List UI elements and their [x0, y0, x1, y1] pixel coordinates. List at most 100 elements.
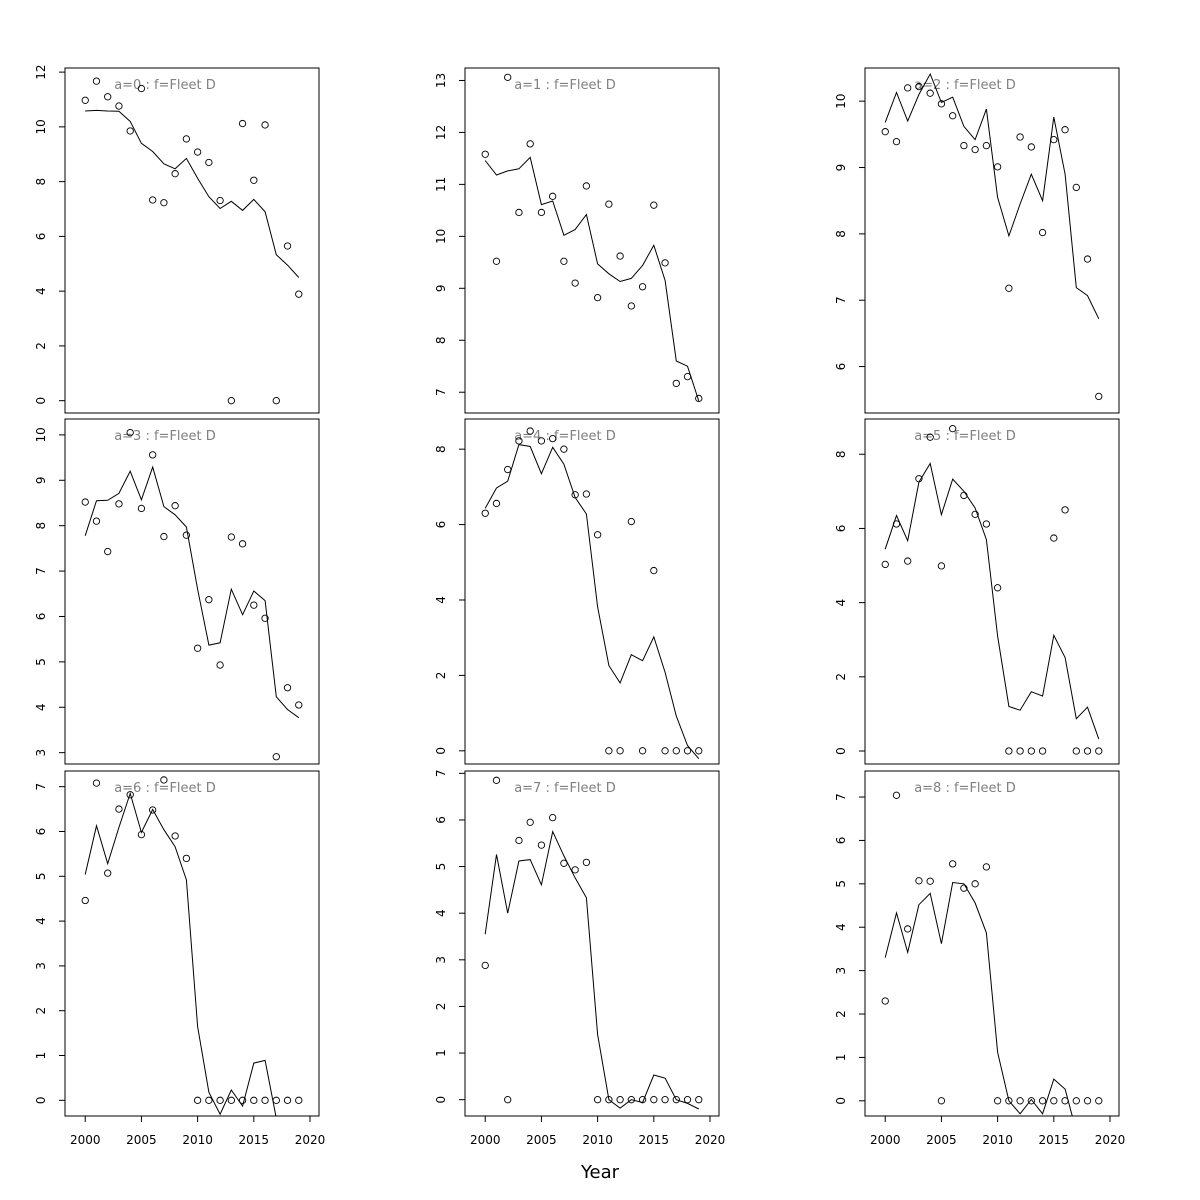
panel-marks	[884, 462, 1100, 740]
y-tick-label: 1	[834, 1054, 848, 1062]
observed-point	[1095, 747, 1103, 755]
panel-frame	[864, 770, 1120, 1117]
observed-point	[115, 500, 123, 508]
panel-marks	[884, 881, 1073, 1116]
panel-frame	[464, 770, 720, 1117]
observed-point	[537, 437, 546, 445]
y-tick-label: 12	[34, 64, 48, 79]
observed-point	[1072, 183, 1080, 192]
observed-point	[193, 1096, 202, 1104]
observed-point	[892, 137, 901, 146]
observed-point	[160, 776, 168, 784]
observed-point	[205, 158, 213, 167]
y-tick-label: 7	[34, 783, 48, 791]
y-tick-label: 4	[34, 917, 48, 925]
observed-point	[582, 182, 591, 190]
x-tick-label: 2020	[295, 1133, 326, 1147]
observed-point	[137, 84, 146, 93]
observed-point	[137, 504, 146, 513]
y-tick-label: 4	[434, 909, 448, 917]
observed-point	[1095, 392, 1103, 401]
observed-point	[537, 208, 546, 217]
observed-point	[1083, 1097, 1092, 1105]
y-tick-label: 3	[34, 749, 48, 757]
observed-point	[1016, 133, 1024, 141]
observed-point	[982, 520, 991, 528]
observed-point	[92, 77, 101, 85]
y-tick-label: 2	[34, 342, 48, 350]
observed-point	[526, 427, 534, 435]
y-tick-label: 2	[834, 673, 848, 681]
observed-point	[193, 644, 202, 652]
observed-point	[104, 93, 112, 101]
y-tick-label: 6	[34, 828, 48, 836]
observed-point	[915, 877, 923, 885]
y-tick-label: 6	[434, 816, 448, 824]
observed-point	[695, 747, 703, 755]
observed-point	[904, 84, 912, 92]
observed-point	[650, 1096, 658, 1104]
observed-point	[504, 465, 512, 474]
observed-point	[137, 830, 146, 839]
observed-point	[672, 747, 680, 755]
observed-point	[238, 119, 247, 128]
y-tick-label: 0	[434, 1096, 448, 1104]
observed-point	[926, 877, 934, 885]
observed-point	[638, 747, 647, 755]
observed-point	[1072, 747, 1080, 755]
observed-point	[216, 196, 224, 205]
y-tick-label: 10	[34, 427, 48, 442]
y-tick-label: 11	[434, 177, 448, 192]
observed-point	[593, 531, 602, 539]
y-tick-label: 2	[434, 1003, 448, 1011]
observed-point	[881, 997, 889, 1005]
observed-point	[238, 540, 247, 548]
fitted-line	[484, 830, 700, 1110]
observed-point	[1016, 1097, 1024, 1105]
observed-point	[937, 1097, 946, 1105]
y-tick-label: 10	[834, 94, 848, 109]
y-tick-label: 8	[834, 230, 848, 238]
y-tick-label: 7	[834, 793, 848, 801]
observed-point	[672, 1096, 680, 1104]
observed-point	[526, 818, 534, 826]
y-tick-label: 0	[434, 747, 448, 755]
observed-point	[549, 192, 557, 200]
x-tick-label: 2005	[526, 1133, 557, 1147]
observed-point	[582, 858, 591, 867]
y-tick-label: 4	[34, 287, 48, 295]
y-tick-label: 4	[834, 923, 848, 931]
observed-point	[81, 96, 89, 104]
observed-point	[982, 141, 991, 150]
fitted-line	[84, 791, 277, 1116]
fitted-line	[484, 444, 700, 760]
observed-point	[982, 863, 991, 871]
observed-point	[272, 1096, 280, 1104]
y-tick-label: 8	[34, 522, 48, 530]
observed-point	[881, 128, 889, 136]
panel-title: a=4 : f=Fleet D	[514, 429, 616, 444]
observed-point	[1027, 143, 1035, 151]
x-tick-label: 2015	[1039, 1133, 1070, 1147]
y-tick-label: 5	[34, 872, 48, 880]
panel-7: a=5 : f=Fleet D 0 2 4 6 8	[834, 418, 1120, 765]
y-tick-label: 6	[834, 363, 848, 371]
y-tick-label: 6	[34, 613, 48, 621]
observed-point	[261, 614, 269, 622]
panel-title: a=5 : f=Fleet D	[914, 429, 1016, 444]
y-tick-label: 3	[834, 967, 848, 975]
panel-frame	[864, 418, 1120, 765]
panel-frame	[64, 770, 320, 1117]
observed-point	[92, 517, 101, 525]
observed-point	[605, 1096, 613, 1104]
y-tick-label: 0	[834, 1097, 848, 1105]
y-tick-label: 7	[834, 296, 848, 304]
observed-point	[261, 1096, 269, 1104]
observed-point	[616, 1096, 624, 1104]
observed-point	[250, 601, 258, 609]
panel-marks	[484, 444, 700, 760]
y-tick-label: 2	[834, 1010, 848, 1018]
observed-point	[661, 259, 669, 267]
panel-6: a=2 : f=Fleet D 6 7 8 9 10	[834, 67, 1120, 414]
